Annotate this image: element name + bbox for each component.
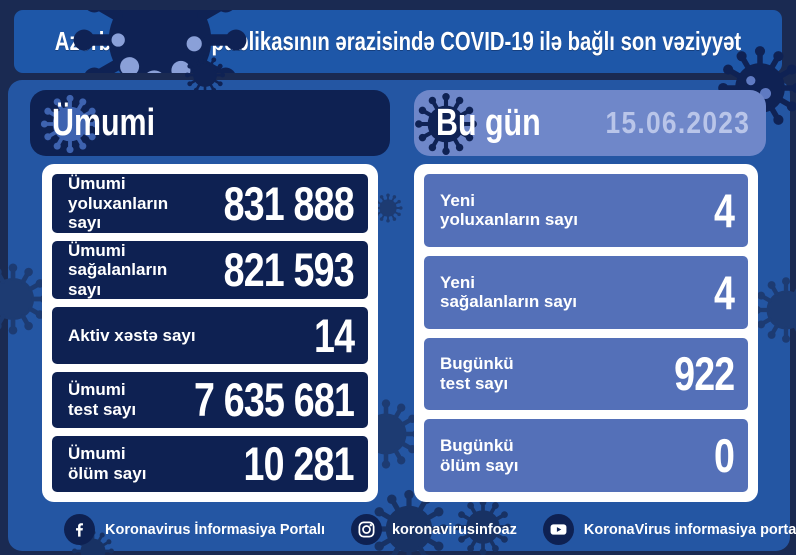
stat-row-new-infections: Yeni yoluxanların sayı 4 (424, 174, 748, 247)
today-stats-panel: Yeni yoluxanların sayı 4 Yeni sağalanlar… (414, 164, 758, 502)
facebook-link[interactable]: Koronavirus İnformasiya Portalı (64, 514, 325, 545)
stat-label-line2: yoluxanların sayı (440, 210, 578, 230)
stat-value: 831 888 (223, 176, 355, 230)
stat-label: Ümumi ölüm sayı (68, 444, 146, 483)
instagram-icon (350, 514, 382, 545)
stat-label-line1: Ümumi (68, 240, 126, 260)
stat-label-line2: ölüm sayı (440, 455, 519, 475)
stat-label: Bugünkü ölüm sayı (440, 436, 518, 475)
stat-label-line2: sağalanların sayı (68, 260, 168, 299)
stat-label-line2: test sayı (68, 399, 137, 419)
report-date: 15.06.2023 (605, 105, 750, 140)
stat-row-today-deaths: Bugünkü ölüm sayı 0 (424, 419, 748, 492)
stat-value: 7 635 681 (193, 373, 355, 427)
footer: Koronavirus İnformasiya Portalı koronavi… (8, 508, 796, 551)
stat-label: Ümumi test sayı (68, 380, 136, 419)
instagram-link[interactable]: koronavirusinfoaz (350, 514, 517, 545)
stat-row-new-recovered: Yeni sağalanların sayı 4 (424, 255, 748, 329)
stat-value: 4 (713, 265, 735, 319)
page-title: Azərbaycan Respublikasının ərazisində CO… (54, 26, 742, 56)
stat-label-line1: Bugünkü (440, 354, 514, 374)
stat-label: Ümumi sağalanların sayı (68, 241, 191, 300)
stat-label: Yeni sağalanların sayı (440, 273, 577, 312)
section-title-today: Bu gün (436, 101, 541, 144)
youtube-label: KoronaVirus informasiya portalı (583, 521, 796, 538)
total-stats-panel: Ümumi yoluxanların sayı 831 888 Ümumi sa… (42, 164, 378, 502)
stat-label-line2: test sayı (440, 373, 509, 393)
stat-label-line1: Aktiv xəstə sayı (68, 325, 196, 345)
stat-row-total-infections: Ümumi yoluxanların sayı 831 888 (52, 174, 368, 233)
stat-label: Bugünkü test sayı (440, 354, 514, 393)
title-banner: Azərbaycan Respublikasının ərazisində CO… (14, 10, 782, 73)
stat-row-active-cases: Aktiv xəstə sayı 14 (52, 307, 368, 364)
instagram-label: koronavirusinfoaz (391, 521, 517, 538)
stat-label-line1: Yeni (440, 272, 475, 292)
youtube-link[interactable]: KoronaVirus informasiya portalı (542, 514, 796, 545)
stat-row-total-tests: Ümumi test sayı 7 635 681 (52, 371, 368, 428)
stat-label: Ümumi yoluxanların sayı (68, 174, 191, 233)
stat-label-line1: Bugünkü (440, 436, 514, 456)
stat-label: Aktiv xəstə sayı (68, 326, 196, 346)
stat-value: 14 (313, 308, 355, 362)
stat-value: 821 593 (223, 243, 355, 297)
stat-value: 922 (673, 347, 735, 401)
facebook-icon (64, 514, 95, 545)
youtube-icon (542, 514, 574, 545)
facebook-label: Koronavirus İnformasiya Portalı (105, 521, 325, 538)
stat-label-line1: Yeni (440, 190, 475, 210)
stat-value: 10 281 (243, 437, 355, 491)
stat-row-total-recovered: Ümumi sağalanların sayı 821 593 (52, 240, 368, 300)
stat-label-line2: sağalanların sayı (440, 292, 578, 312)
stat-value: 0 (713, 429, 735, 483)
stat-row-today-tests: Bugünkü test sayı 922 (424, 337, 748, 411)
stat-label-line2: ölüm sayı (68, 463, 147, 483)
stat-label-line2: yoluxanların sayı (68, 193, 169, 233)
section-title-total: Ümumi (52, 101, 156, 144)
section-header-today: Bu gün 15.06.2023 (414, 90, 766, 156)
section-header-total: Ümumi (30, 90, 390, 156)
stat-value: 4 (713, 183, 735, 237)
stat-label-line1: Ümumi (68, 444, 126, 464)
stat-label-line1: Ümumi (68, 174, 126, 193)
stat-label: Yeni yoluxanların sayı (440, 191, 578, 230)
stat-label-line1: Ümumi (68, 380, 126, 400)
stat-row-total-deaths: Ümumi ölüm sayı 10 281 (52, 435, 368, 492)
